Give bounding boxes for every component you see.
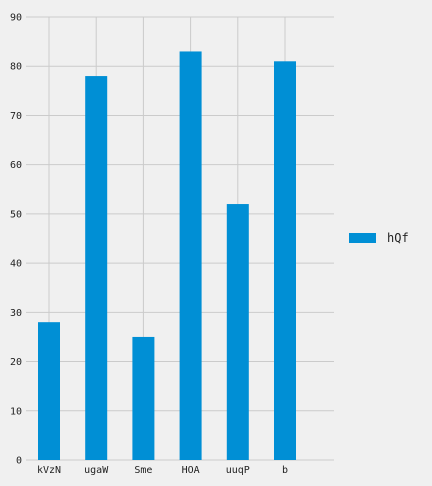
bar-HOA [179,51,202,460]
x-axis: kVzN ugaW Sme HOA uuqP b [37,465,288,476]
legend-swatch-hQf [349,233,376,243]
x-tick-label-HOA: HOA [182,465,200,476]
bar-uuqP [226,204,249,460]
y-tick-label-20: 20 [10,357,22,368]
bars-layer [38,51,296,461]
y-tick-label-90: 90 [10,13,22,24]
bar-kVzN [38,322,60,460]
y-axis: 0 10 20 30 40 50 60 70 80 90 [10,13,22,467]
x-tick-label-b: b [282,465,288,476]
legend-label-hQf: hQf [387,231,409,245]
y-tick-label-30: 30 [10,308,22,319]
legend: hQf [349,231,409,245]
x-tick-label-Sme: Sme [134,465,152,476]
bar-ugaW [85,76,108,461]
x-tick-label-kVzN: kVzN [37,465,61,476]
y-tick-label-40: 40 [10,259,22,270]
bar-Sme [132,336,155,460]
y-tick-label-60: 60 [10,160,22,171]
bar-b [274,61,296,461]
y-tick-label-70: 70 [10,111,22,122]
y-tick-label-0: 0 [16,456,22,467]
y-tick-label-50: 50 [10,209,22,220]
x-tick-label-ugaW: ugaW [84,465,109,476]
y-tick-label-80: 80 [10,62,22,73]
x-tick-label-uuqP: uuqP [226,465,250,476]
y-tick-label-10: 10 [10,406,22,417]
